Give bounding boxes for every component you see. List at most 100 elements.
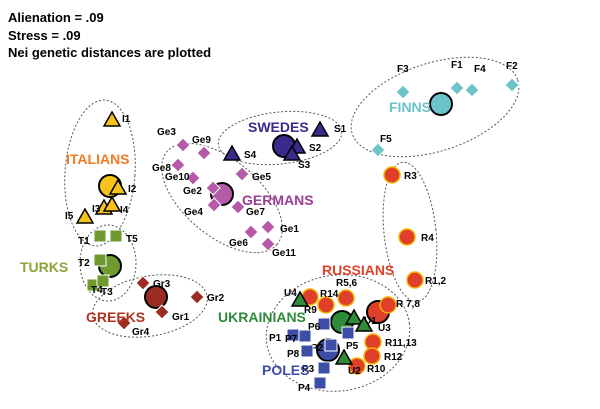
point-label: Ge7 [246,207,265,218]
point-label: Gr3 [153,279,171,290]
point-r4 [398,228,416,246]
point-label: I4 [120,205,129,216]
point-label: I1 [122,114,131,125]
point-label: T3 [101,287,113,298]
point-label: Ge8 [152,163,171,174]
point-label: R3 [404,171,417,182]
point-p8 [300,344,314,358]
point-label: R1,2 [425,276,447,287]
point-ge4 [206,197,222,213]
outline-russians [382,161,438,303]
point-label: R10 [367,364,386,375]
point-t2 [93,253,107,267]
point-label: F3 [397,64,409,75]
point-u1 [344,308,364,325]
outline-germans [161,142,283,254]
group-labels: FINNS SWEDES GERMANS ITALIANS TURKS GREEKS RUS… [20,99,431,378]
point-r10 [348,357,366,375]
point-label: P1 [269,333,282,344]
point-ge5 [234,166,250,182]
point-label: P2 [311,343,324,354]
point-f3 [395,84,411,100]
point-t5 [109,229,123,243]
point-label: U1 [364,316,377,327]
group-label-finns: FINNS [389,99,431,115]
group-label-turks: TURKS [20,259,68,275]
point-label: U3 [378,323,391,334]
point-r3 [383,166,401,184]
point-r9 [317,296,335,314]
point-r78 [379,296,397,314]
point-label: P7 [285,334,298,345]
point-label: U4 [284,288,297,299]
point-label: R 7,8 [396,299,420,310]
point-label: Ge5 [252,172,271,183]
point-label: Ge2 [183,186,202,197]
point-r12 [406,271,424,289]
point-i2 [108,178,128,195]
point-label: R12 [384,352,403,363]
outline-swedes [217,110,343,166]
point-label: Ge6 [229,238,248,249]
point-u4 [290,290,310,307]
point-label: Ge11 [272,248,296,259]
point-label: U2 [348,366,361,377]
point-u2 [334,348,354,365]
point-label: S4 [244,150,257,161]
point-label: R9 [304,305,317,316]
point-i5 [75,207,95,224]
point-p3 [317,361,331,375]
point-label: P5 [346,341,359,352]
point-label: T1 [78,236,90,247]
point-gr2 [189,289,205,305]
point-ge7 [230,199,246,215]
point-ge9 [196,145,212,161]
point-label: T4 [91,285,103,296]
point-t4 [96,274,110,288]
point-ge6 [243,224,259,240]
point-label: I2 [128,184,137,195]
outline-east [265,274,411,392]
point-u3 [354,315,374,332]
point-p2 [324,338,338,352]
point-f2 [504,77,520,93]
point-ge1 [260,219,276,235]
point-i4 [102,195,122,212]
point-ge2 [205,180,221,196]
point-t1 [93,229,107,243]
point-label: S2 [309,143,322,154]
point-label: P8 [287,349,300,360]
group-label-italians: ITALIANS [66,151,130,167]
point-label: F2 [506,61,518,72]
point-label: R11,13 [385,338,417,349]
point-label: P3 [302,364,315,375]
group-label-swedes: SWEDES [248,119,309,135]
point-p4 [313,376,327,390]
point-label: Ge9 [192,135,211,146]
outline-italians [64,99,136,247]
point-r56 [337,289,355,307]
point-label: S1 [334,124,347,135]
centroid-greeks [144,285,168,309]
stress-text: Stress = .09 [8,28,81,43]
point-ge11 [260,236,276,252]
point-label: Ge4 [184,207,203,218]
group-label-greeks: GREEKS [86,309,145,325]
group-outlines [64,56,520,392]
point-gr4 [116,315,132,331]
point-label: I3 [92,204,101,215]
alienation-text: Alienation = .09 [8,10,104,25]
centroid-finns [429,92,453,116]
point-s4 [222,144,242,161]
point-label: Gr1 [172,312,190,323]
point-label: Gr4 [132,327,150,338]
group-label-germans: GERMANS [242,192,314,208]
point-gr3 [135,275,151,291]
point-label: Ge1 [280,224,299,235]
point-label: F4 [474,64,486,75]
group-label-ukrainians: UKRAINIANS [218,309,306,325]
point-label: S3 [298,160,311,171]
point-label: T2 [78,258,90,269]
